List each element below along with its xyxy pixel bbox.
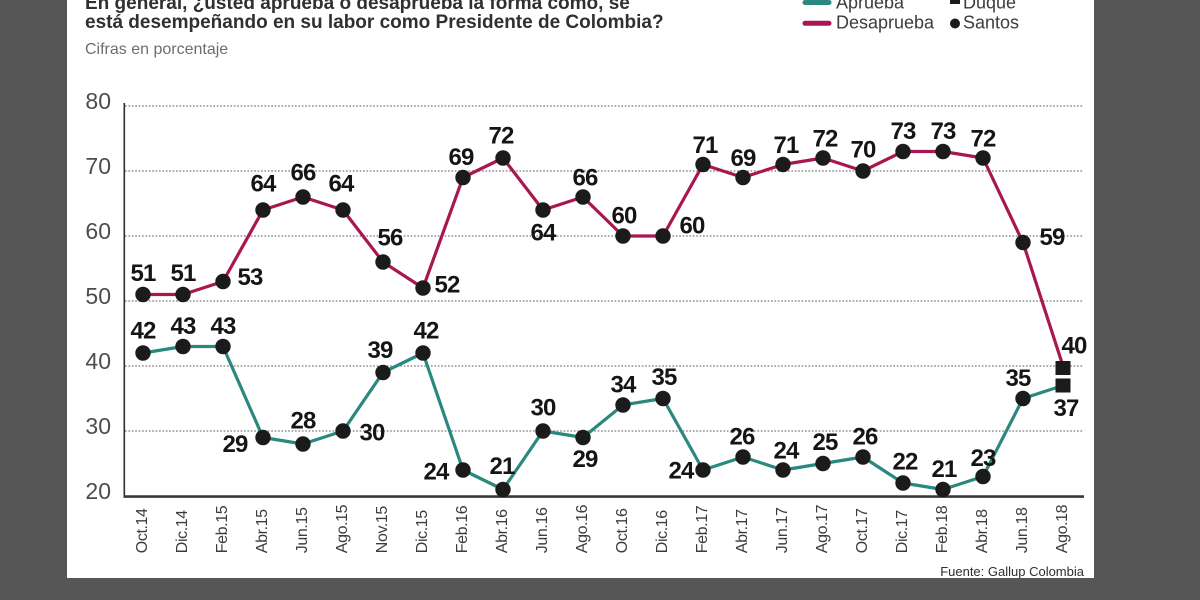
svg-text:37: 37 bbox=[1053, 395, 1079, 422]
svg-text:Abr.17: Abr.17 bbox=[734, 509, 751, 553]
svg-text:35: 35 bbox=[1005, 365, 1031, 392]
svg-text:20: 20 bbox=[85, 478, 111, 504]
svg-text:Ago.17: Ago.17 bbox=[814, 504, 831, 553]
svg-text:26: 26 bbox=[729, 424, 755, 451]
svg-text:70: 70 bbox=[85, 153, 111, 179]
svg-text:72: 72 bbox=[812, 126, 838, 153]
svg-text:Abr.18: Abr.18 bbox=[974, 509, 991, 553]
svg-text:24: 24 bbox=[668, 458, 695, 485]
svg-text:28: 28 bbox=[290, 408, 316, 435]
svg-text:64: 64 bbox=[328, 171, 355, 198]
svg-text:40: 40 bbox=[85, 348, 111, 374]
svg-text:73: 73 bbox=[930, 118, 956, 145]
svg-text:Oct.16: Oct.16 bbox=[614, 508, 631, 553]
svg-text:Nov.15: Nov.15 bbox=[374, 506, 391, 554]
svg-text:43: 43 bbox=[170, 313, 196, 340]
svg-text:Dic.16: Dic.16 bbox=[654, 510, 671, 553]
svg-text:Fuente: Gallup Colombia: Fuente: Gallup Colombia bbox=[940, 564, 1085, 579]
svg-text:Duque: Duque bbox=[963, 0, 1016, 13]
svg-text:51: 51 bbox=[170, 260, 196, 287]
svg-text:21: 21 bbox=[489, 453, 515, 480]
svg-text:Abr.15: Abr.15 bbox=[254, 509, 271, 553]
svg-text:Jun.16: Jun.16 bbox=[534, 507, 551, 553]
svg-text:69: 69 bbox=[448, 144, 474, 171]
svg-text:Ago.18: Ago.18 bbox=[1054, 504, 1071, 553]
svg-text:71: 71 bbox=[773, 132, 799, 159]
svg-text:Feb.16: Feb.16 bbox=[454, 505, 471, 553]
svg-text:72: 72 bbox=[970, 126, 996, 153]
svg-text:Desaprueba: Desaprueba bbox=[836, 13, 935, 33]
svg-text:34: 34 bbox=[610, 372, 637, 399]
svg-text:66: 66 bbox=[290, 160, 316, 187]
svg-text:30: 30 bbox=[359, 420, 385, 447]
svg-text:42: 42 bbox=[413, 318, 439, 345]
svg-text:43: 43 bbox=[210, 313, 236, 340]
svg-text:Oct.14: Oct.14 bbox=[134, 508, 151, 553]
svg-text:59: 59 bbox=[1039, 224, 1065, 251]
svg-text:Dic.17: Dic.17 bbox=[894, 510, 911, 553]
svg-text:Feb.17: Feb.17 bbox=[694, 505, 711, 553]
svg-text:42: 42 bbox=[130, 318, 156, 345]
svg-text:Santos: Santos bbox=[963, 13, 1019, 33]
svg-text:73: 73 bbox=[890, 118, 916, 145]
svg-text:51: 51 bbox=[130, 260, 156, 287]
svg-text:64: 64 bbox=[530, 220, 557, 247]
svg-text:29: 29 bbox=[572, 446, 598, 473]
svg-text:60: 60 bbox=[679, 213, 705, 240]
svg-text:30: 30 bbox=[530, 395, 556, 422]
svg-text:Dic.15: Dic.15 bbox=[414, 510, 431, 553]
svg-text:70: 70 bbox=[850, 137, 876, 164]
svg-text:39: 39 bbox=[367, 337, 393, 364]
svg-text:40: 40 bbox=[1061, 333, 1087, 360]
svg-text:24: 24 bbox=[423, 459, 450, 486]
svg-text:Feb.15: Feb.15 bbox=[214, 505, 231, 553]
svg-text:29: 29 bbox=[222, 431, 248, 458]
svg-text:24: 24 bbox=[773, 438, 800, 465]
svg-text:Feb.18: Feb.18 bbox=[934, 505, 951, 553]
svg-text:52: 52 bbox=[434, 272, 460, 299]
svg-text:50: 50 bbox=[85, 283, 111, 309]
svg-text:80: 80 bbox=[85, 88, 111, 114]
svg-text:25: 25 bbox=[812, 429, 838, 456]
svg-text:64: 64 bbox=[250, 171, 277, 198]
svg-text:23: 23 bbox=[970, 445, 996, 472]
svg-text:69: 69 bbox=[730, 145, 756, 172]
svg-text:56: 56 bbox=[377, 225, 403, 252]
svg-text:26: 26 bbox=[852, 424, 878, 451]
svg-text:Dic.14: Dic.14 bbox=[174, 510, 191, 553]
svg-text:Jun.18: Jun.18 bbox=[1014, 507, 1031, 553]
svg-text:53: 53 bbox=[237, 264, 263, 291]
svg-text:72: 72 bbox=[488, 123, 514, 150]
svg-text:71: 71 bbox=[692, 132, 718, 159]
svg-text:Aprueba: Aprueba bbox=[836, 0, 905, 13]
svg-text:22: 22 bbox=[892, 449, 918, 476]
svg-text:Abr.16: Abr.16 bbox=[494, 509, 511, 553]
svg-text:21: 21 bbox=[931, 456, 957, 483]
svg-text:60: 60 bbox=[611, 203, 637, 230]
svg-text:30: 30 bbox=[85, 413, 111, 439]
svg-text:Oct.17: Oct.17 bbox=[854, 508, 871, 553]
svg-text:35: 35 bbox=[651, 364, 677, 391]
svg-text:Jun.17: Jun.17 bbox=[774, 507, 791, 553]
svg-text:66: 66 bbox=[572, 165, 598, 192]
svg-text:60: 60 bbox=[85, 218, 111, 244]
svg-text:Ago.16: Ago.16 bbox=[574, 504, 591, 553]
svg-text:Jun.15: Jun.15 bbox=[294, 507, 311, 553]
svg-text:Ago.15: Ago.15 bbox=[334, 504, 351, 553]
